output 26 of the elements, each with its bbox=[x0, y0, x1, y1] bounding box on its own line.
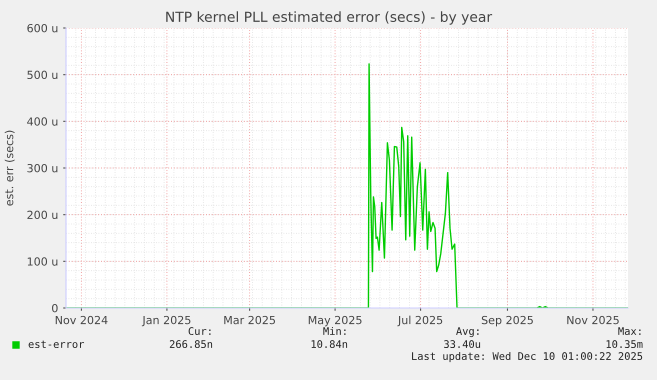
y-tick-label: 200 u bbox=[27, 210, 58, 220]
x-tick-label: Mar 2025 bbox=[224, 316, 276, 324]
text: Last update: Wed Dec 10 01:00:22 2025 bbox=[412, 352, 642, 362]
x-tick-label: Nov 2024 bbox=[56, 316, 108, 324]
text: Max: bbox=[618, 327, 640, 336]
y-tick-label: 0 bbox=[52, 304, 58, 312]
y-axis-title: est. err (secs) bbox=[4, 130, 15, 206]
y-tick-label: 600 u bbox=[27, 24, 58, 32]
text: Min: bbox=[323, 326, 346, 335]
x-tick-label: Jul 2025 bbox=[397, 316, 442, 326]
text: Cur: bbox=[188, 327, 210, 336]
x-tick-label: May 2025 bbox=[308, 316, 362, 326]
text: Avg: bbox=[456, 327, 478, 338]
y-tick-label: 500 u bbox=[27, 70, 58, 80]
y-tick-label: 400 u bbox=[27, 117, 58, 126]
legend-label: est-error bbox=[28, 340, 84, 348]
text: 266.85n bbox=[170, 340, 212, 348]
x-tick-label: Jan 2025 bbox=[142, 316, 190, 326]
chart-title: NTP kernel PLL estimated error (secs) - by year bbox=[166, 11, 492, 25]
x-tick-label: Nov 2025 bbox=[567, 316, 619, 324]
text: 33.40u bbox=[444, 340, 480, 348]
y-tick-label: 100 u bbox=[28, 257, 58, 266]
text: 10.84n bbox=[312, 340, 348, 348]
y-tick-label: 300 u bbox=[27, 164, 58, 172]
text: 10.35m bbox=[606, 340, 643, 348]
x-tick-label: Sep 2025 bbox=[482, 316, 533, 326]
